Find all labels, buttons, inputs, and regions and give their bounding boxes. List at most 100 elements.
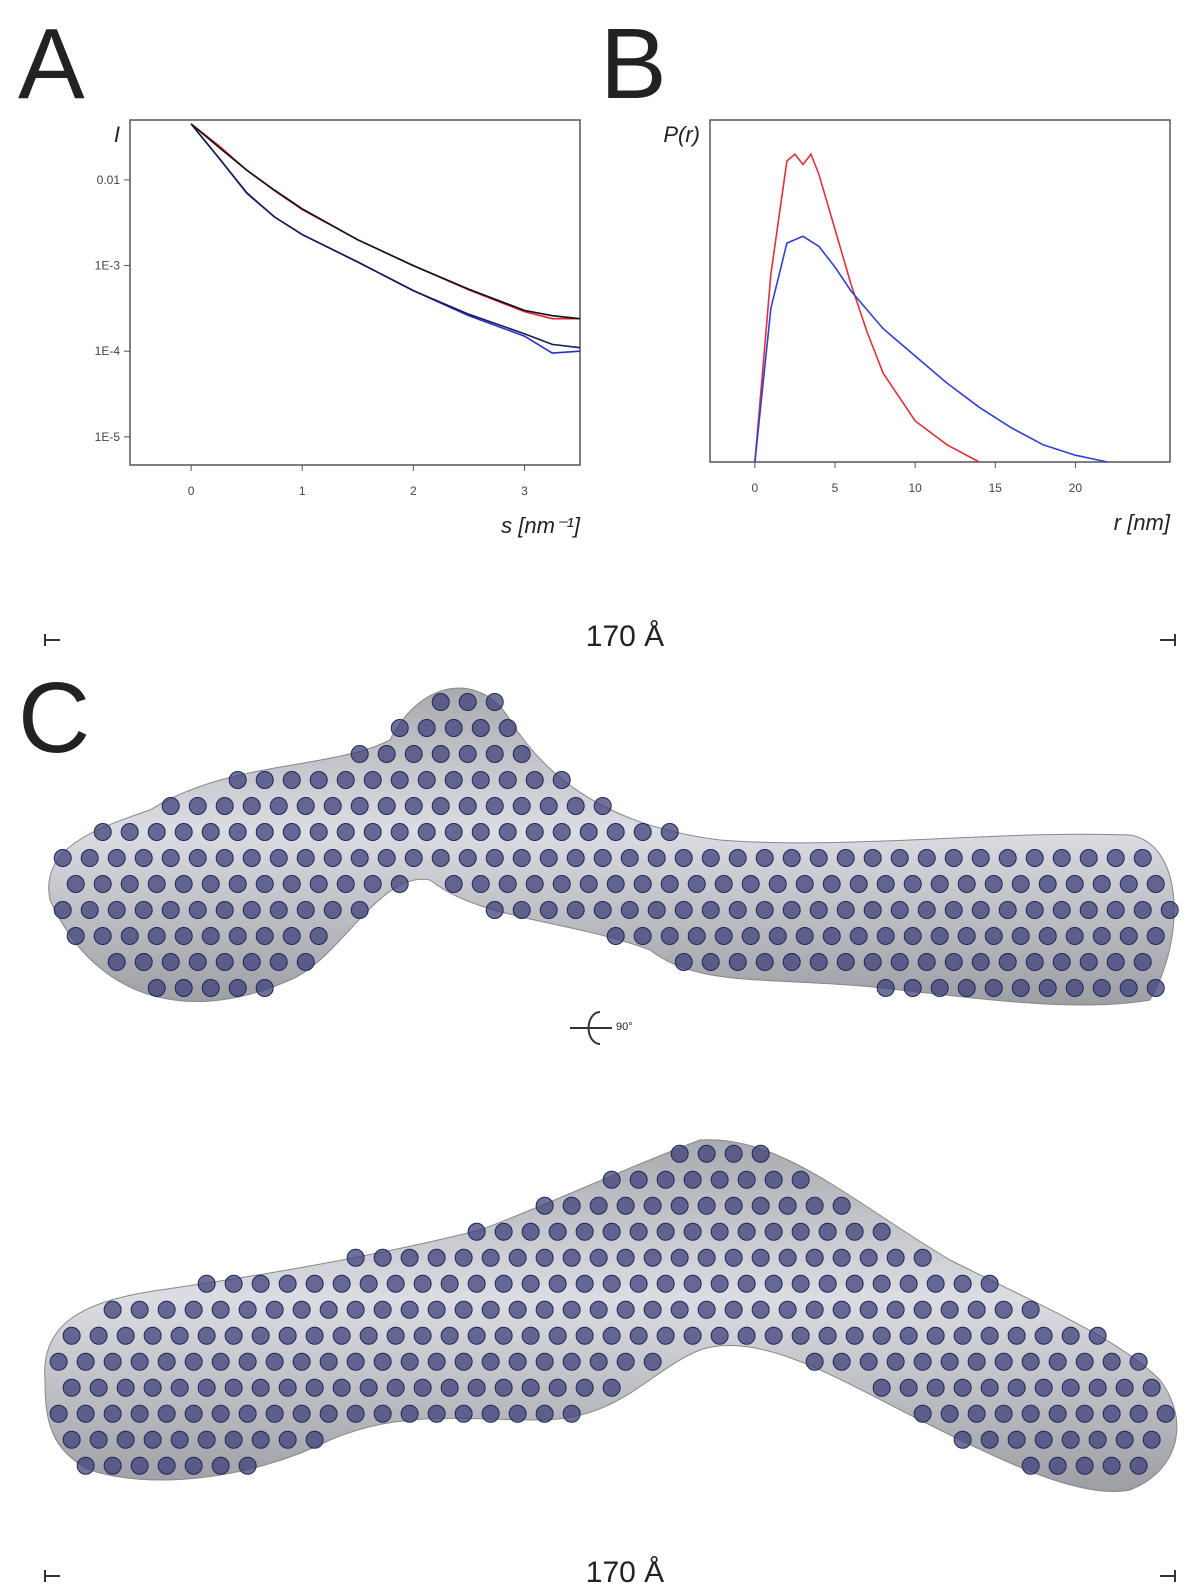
bead [161,796,180,815]
bead [616,1248,635,1267]
bead [724,1196,743,1215]
bead [346,1352,365,1371]
bead [93,926,112,945]
bead [984,926,1003,945]
x-tick-label: 15 [989,481,1003,495]
bead [134,848,153,867]
y-tick-label: 1E-4 [95,344,121,358]
bead [215,796,234,815]
bead [269,796,288,815]
bead [238,1300,257,1319]
rotation-icon [570,1011,612,1045]
bead [930,874,949,893]
bead [373,1248,392,1267]
bead [278,1326,297,1345]
bead [89,1378,108,1397]
y-tick-label: 1E-5 [95,430,121,444]
bead [521,1222,540,1241]
bead [849,926,868,945]
bead [656,1326,675,1345]
bead [251,1378,270,1397]
bead [913,1352,932,1371]
bead [876,978,895,997]
bead [157,1404,176,1423]
bead [629,1326,648,1345]
bead [494,1222,513,1241]
bead [535,1196,554,1215]
bead [377,744,396,763]
bead [1133,848,1152,867]
bead [1102,1404,1121,1423]
bead-model [49,692,1179,1475]
bead [296,900,315,919]
bead [346,1404,365,1423]
bead [265,1300,284,1319]
bead [143,1378,162,1397]
bead [575,1378,594,1397]
bead [323,796,342,815]
bead [1034,1378,1053,1397]
bead [764,1170,783,1189]
bead [255,926,274,945]
bead [93,874,112,893]
bead [417,770,436,789]
bead [211,1352,230,1371]
bead [944,900,963,919]
bead [350,900,369,919]
plot-frame [709,119,1171,463]
bead [458,796,477,815]
bead [822,874,841,893]
bead [755,952,774,971]
bead [197,1326,216,1345]
bead [454,1352,473,1371]
bead [714,874,733,893]
bead [350,744,369,763]
bead [1025,900,1044,919]
bead [566,848,585,867]
bead [467,1274,486,1293]
bead [782,952,801,971]
bead [431,848,450,867]
bead [1129,1456,1148,1475]
bead [1075,1404,1094,1423]
bead [728,952,747,971]
bead [539,900,558,919]
bead [76,1352,95,1371]
bead [346,1248,365,1267]
bead [377,848,396,867]
bead [184,1404,203,1423]
bead [971,952,990,971]
bead [552,822,571,841]
bead [606,822,625,841]
bead [359,1326,378,1345]
bead [890,848,909,867]
bead [971,848,990,867]
bead [674,900,693,919]
bead [957,874,976,893]
bead [697,1300,716,1319]
bead [269,900,288,919]
bead [1011,926,1030,945]
bead [751,1144,770,1163]
bead [998,952,1017,971]
bead [413,1378,432,1397]
bead [228,822,247,841]
bead [724,1300,743,1319]
bead [940,1404,959,1423]
bead [494,1326,513,1345]
bead [49,1404,68,1423]
bead [1092,926,1111,945]
bead [899,1326,918,1345]
bead [764,1326,783,1345]
bead [332,1326,351,1345]
y-axis-label: P(r) [663,122,700,147]
bead [606,926,625,945]
bead [211,1300,230,1319]
bead [660,874,679,893]
bead [1038,874,1057,893]
bead [683,1170,702,1189]
bead [481,1300,500,1319]
bead [62,1378,81,1397]
bead [296,952,315,971]
